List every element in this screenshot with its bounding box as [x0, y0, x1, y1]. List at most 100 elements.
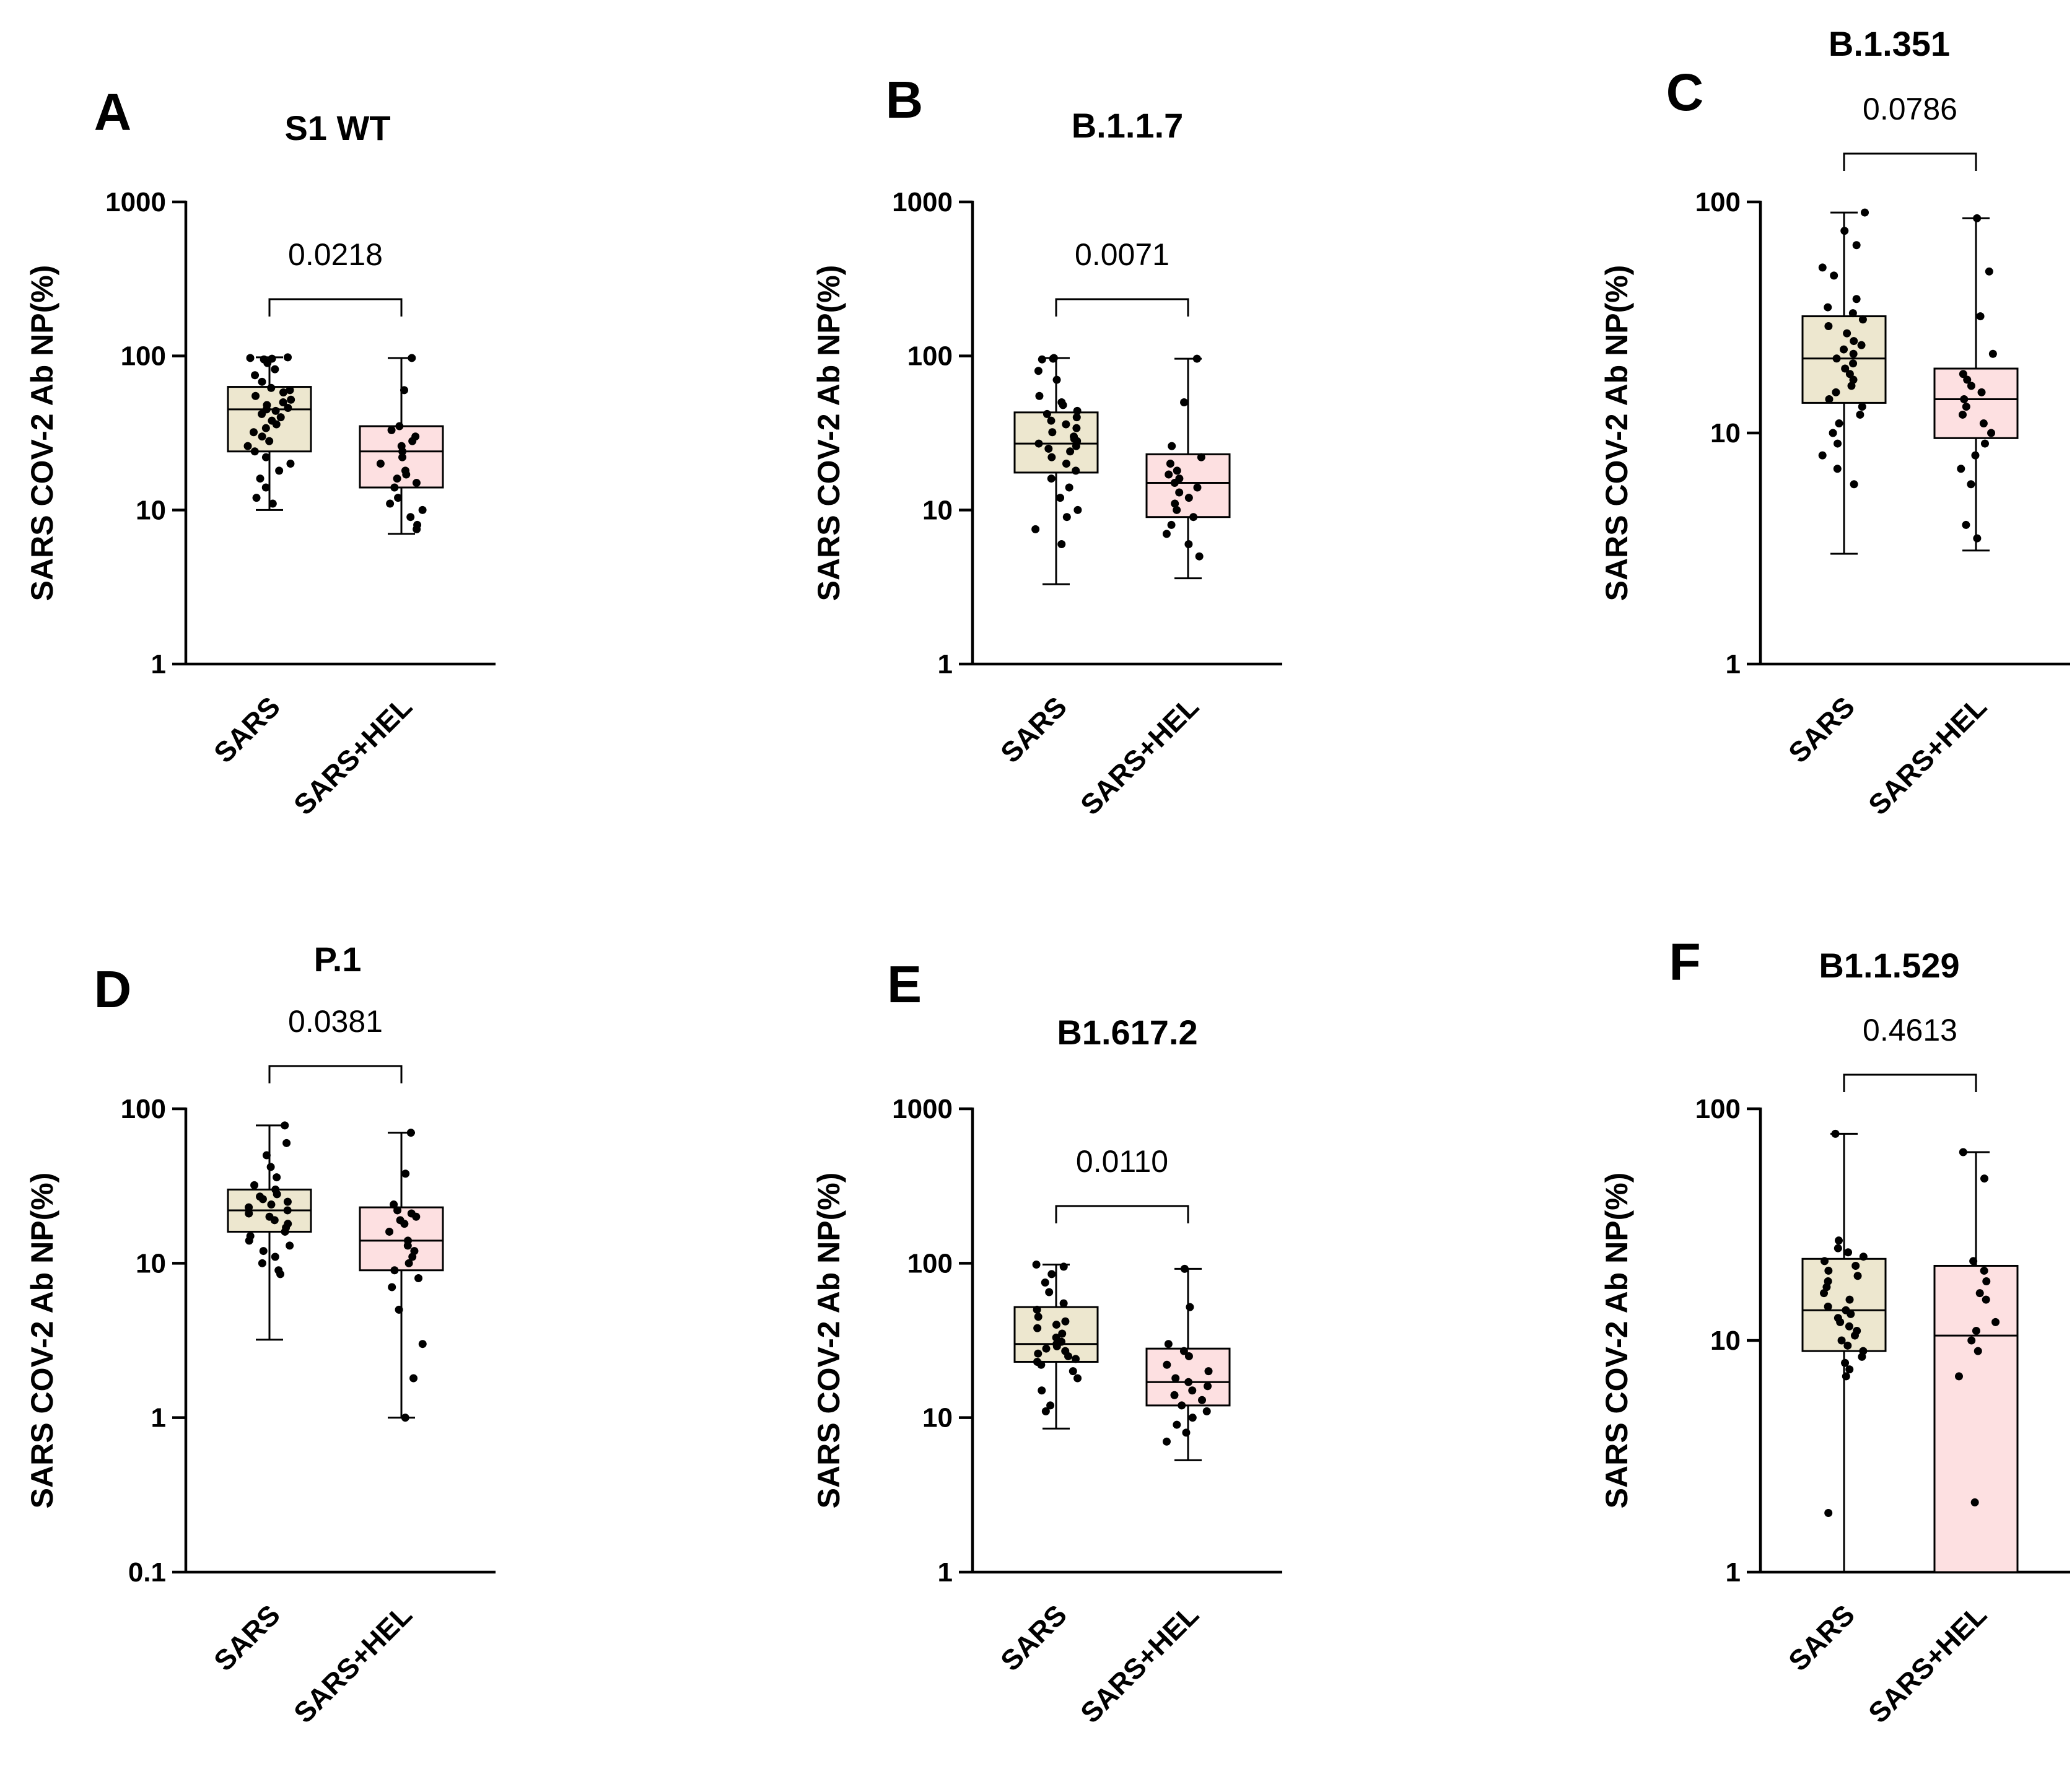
data-point: [1832, 354, 1841, 363]
data-point: [1829, 429, 1837, 437]
data-point: [406, 1129, 415, 1137]
data-point: [1173, 1420, 1181, 1429]
data-point: [1820, 1289, 1829, 1298]
y-tick-label: 10: [922, 1403, 953, 1433]
data-point: [1843, 329, 1851, 338]
y-tick-label: 1: [1726, 1557, 1741, 1588]
data-point: [413, 525, 421, 533]
data-point: [286, 386, 294, 395]
data-point: [1180, 398, 1189, 407]
data-point: [258, 432, 266, 441]
p-value-label: 0.0110: [1076, 1144, 1168, 1179]
data-point: [1193, 483, 1202, 492]
panel-title: B.1.1.7: [1072, 106, 1184, 145]
data-point: [1066, 447, 1075, 456]
y-tick-label: 100: [907, 1248, 953, 1279]
data-point: [258, 409, 266, 418]
panel-a: A S1 WT SARS COV-2 Ab NP(%) 1 10 100 1000 SARS S…: [25, 83, 496, 821]
data-point: [1162, 1437, 1171, 1446]
data-point: [1073, 505, 1082, 514]
data-point: [1848, 309, 1857, 318]
data-point: [284, 404, 292, 413]
data-point: [1980, 439, 1989, 448]
data-point: [1851, 1261, 1860, 1270]
data-point: [258, 1195, 267, 1204]
data-point: [1033, 1324, 1042, 1332]
data-point: [1192, 354, 1201, 363]
data-point: [1834, 1236, 1843, 1245]
data-point: [418, 505, 427, 514]
p-value-label: 0.0381: [288, 1004, 383, 1039]
data-point: [408, 1252, 417, 1261]
data-point: [414, 1274, 423, 1282]
data-point: [250, 428, 258, 437]
data-point: [1825, 395, 1834, 403]
data-point: [251, 371, 260, 380]
data-point: [1072, 413, 1081, 422]
y-tick-label: 100: [1695, 1094, 1741, 1124]
box-sars: [1013, 354, 1099, 585]
x-tick-label: SARS+HEL: [1862, 690, 1993, 821]
box-sars: [1013, 1261, 1099, 1430]
data-point: [286, 459, 295, 468]
data-point: [1034, 1349, 1043, 1358]
data-point: [1163, 1360, 1171, 1369]
data-point: [1034, 439, 1043, 448]
data-point: [1834, 1244, 1842, 1252]
y-tick-label: 100: [121, 1094, 166, 1124]
data-point: [1849, 375, 1858, 384]
box-sars-hel: [1933, 214, 2019, 552]
data-point: [393, 474, 401, 483]
data-point: [1824, 1509, 1833, 1518]
data-point: [1204, 1382, 1212, 1391]
data-point: [385, 1227, 394, 1236]
y-tick-label: 1000: [892, 1094, 953, 1124]
data-point: [1168, 442, 1176, 450]
y-tick-label: 100: [1695, 187, 1741, 217]
data-point: [273, 1173, 281, 1182]
panel-c: C B.1.351 SARS COV-2 Ab NP(%) 1 10 100 SARS SAR…: [1599, 24, 2070, 821]
data-point: [1184, 1352, 1193, 1360]
panel-letter: A: [94, 83, 132, 141]
p-value-label: 0.4613: [1863, 1013, 1957, 1047]
data-point: [1059, 1262, 1068, 1271]
y-tick-label: 100: [121, 341, 166, 372]
y-tick-label: 10: [1710, 1326, 1741, 1356]
data-point: [245, 1209, 253, 1218]
data-point: [1852, 295, 1861, 304]
data-point: [281, 1121, 289, 1130]
data-point: [1967, 1336, 1976, 1345]
y-axis-label: SARS COV-2 Ab NP(%): [25, 1173, 59, 1509]
data-point: [1189, 513, 1198, 522]
iqr-box: [359, 1206, 444, 1272]
p-value-label: 0.0071: [1075, 237, 1169, 272]
x-tick-label: SARS+HEL: [1074, 1598, 1205, 1729]
data-point: [1045, 1288, 1054, 1296]
data-point: [263, 359, 272, 367]
y-tick-label: 10: [136, 1248, 166, 1279]
data-point: [1970, 1498, 1979, 1506]
iqr-box: [1801, 315, 1887, 404]
data-point: [1047, 416, 1056, 425]
significance-bracket: [1843, 1073, 1977, 1092]
data-point: [1170, 479, 1179, 487]
data-point: [1959, 370, 1967, 378]
panel-letter: F: [1669, 933, 1700, 991]
data-point: [262, 1151, 271, 1160]
y-tick-label: 1: [938, 1557, 953, 1588]
x-tick-label: SARS+HEL: [287, 1598, 418, 1729]
data-point: [1957, 465, 1965, 473]
data-point: [271, 365, 279, 374]
data-point: [261, 483, 270, 492]
data-point: [1170, 1391, 1179, 1399]
data-point: [418, 1340, 427, 1349]
box-sars-hel: [359, 354, 444, 535]
data-point: [394, 494, 403, 502]
data-point: [1840, 227, 1849, 235]
data-point: [256, 474, 264, 483]
data-point: [271, 1252, 279, 1261]
data-point: [1052, 375, 1061, 384]
data-point: [1035, 391, 1044, 400]
data-point: [1841, 364, 1850, 373]
data-point: [1824, 303, 1832, 312]
